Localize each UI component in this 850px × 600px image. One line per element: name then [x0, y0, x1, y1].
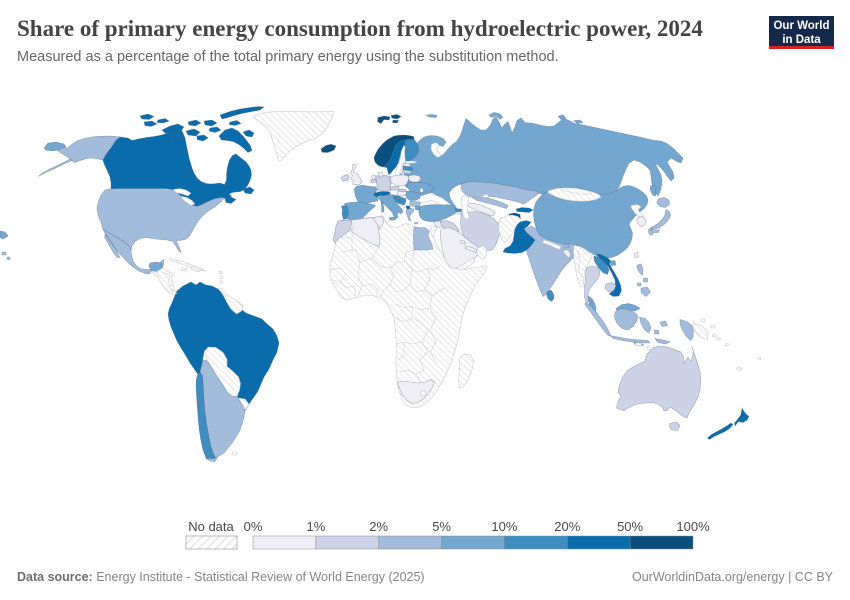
svg-text:2%: 2%: [369, 519, 388, 534]
svg-text:100%: 100%: [676, 519, 710, 534]
svg-text:1%: 1%: [307, 519, 326, 534]
svg-text:20%: 20%: [554, 519, 580, 534]
svg-text:0%: 0%: [244, 519, 263, 534]
svg-text:10%: 10%: [491, 519, 517, 534]
svg-text:5%: 5%: [432, 519, 451, 534]
svg-text:No data: No data: [188, 519, 234, 534]
svg-text:50%: 50%: [617, 519, 643, 534]
